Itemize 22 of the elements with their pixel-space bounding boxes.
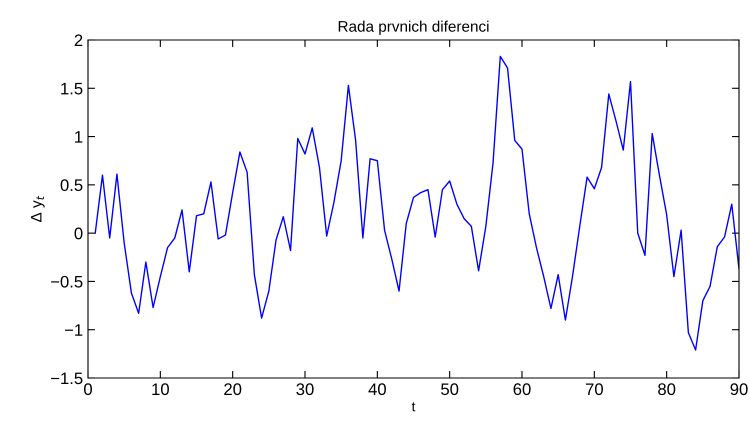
y-tick-label: −0.5 <box>51 276 82 288</box>
x-tick-label: 50 <box>441 383 458 396</box>
line-series <box>94 56 739 351</box>
x-tick-label: 0 <box>84 383 92 396</box>
y-tick-label: 1 <box>75 131 82 143</box>
y-tick-label: 0.5 <box>60 179 82 192</box>
y-tick-label: 2 <box>74 34 82 46</box>
x-tick-label: 70 <box>586 383 603 396</box>
chart-title: Rada prvnich diferenci <box>338 20 488 35</box>
y-tick-label: −1.5 <box>51 372 82 384</box>
y-tick-label: 0 <box>74 228 82 240</box>
x-tick-label: 60 <box>514 383 531 396</box>
x-tick-label: 80 <box>658 383 676 396</box>
x-tick-label: 40 <box>368 383 386 396</box>
y-axis-title: Δ y$_{t}$ <box>30 196 45 222</box>
y-tick-label: 1.5 <box>61 82 82 94</box>
x-tick-label: 30 <box>296 383 314 396</box>
x-tick-label: 10 <box>152 383 169 396</box>
x-tick-label: 90 <box>730 383 748 396</box>
x-tick-label: 20 <box>224 383 242 396</box>
y-tick-label: −1 <box>64 324 82 336</box>
x-axis-title: t <box>412 402 416 412</box>
